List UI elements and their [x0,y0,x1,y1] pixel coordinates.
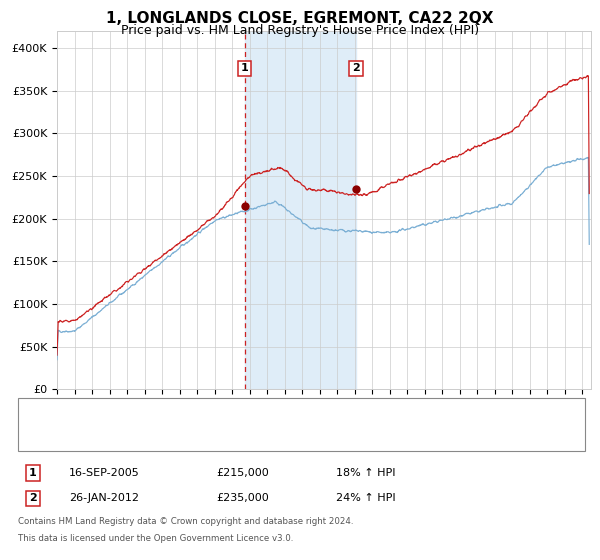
Text: Contains HM Land Registry data © Crown copyright and database right 2024.: Contains HM Land Registry data © Crown c… [18,517,353,526]
Text: 26-JAN-2012: 26-JAN-2012 [69,493,139,503]
Text: 24% ↑ HPI: 24% ↑ HPI [336,493,395,503]
Text: 16-SEP-2005: 16-SEP-2005 [69,468,140,478]
Text: Price paid vs. HM Land Registry's House Price Index (HPI): Price paid vs. HM Land Registry's House … [121,24,479,36]
Text: 1, LONGLANDS CLOSE, EGREMONT, CA22 2QX: 1, LONGLANDS CLOSE, EGREMONT, CA22 2QX [106,11,494,26]
Text: £215,000: £215,000 [216,468,269,478]
Bar [245,31,356,389]
Text: HPI: Average price, detached house, Cumberland: HPI: Average price, detached house, Cumb… [63,432,308,442]
Text: 1: 1 [29,468,37,478]
Text: £235,000: £235,000 [216,493,269,503]
Text: 2: 2 [352,63,360,73]
Text: 18% ↑ HPI: 18% ↑ HPI [336,468,395,478]
Text: 1: 1 [241,63,248,73]
Text: This data is licensed under the Open Government Licence v3.0.: This data is licensed under the Open Gov… [18,534,293,543]
Text: 2: 2 [29,493,37,503]
Text: 1, LONGLANDS CLOSE, EGREMONT, CA22 2QX (detached house): 1, LONGLANDS CLOSE, EGREMONT, CA22 2QX (… [63,408,385,418]
